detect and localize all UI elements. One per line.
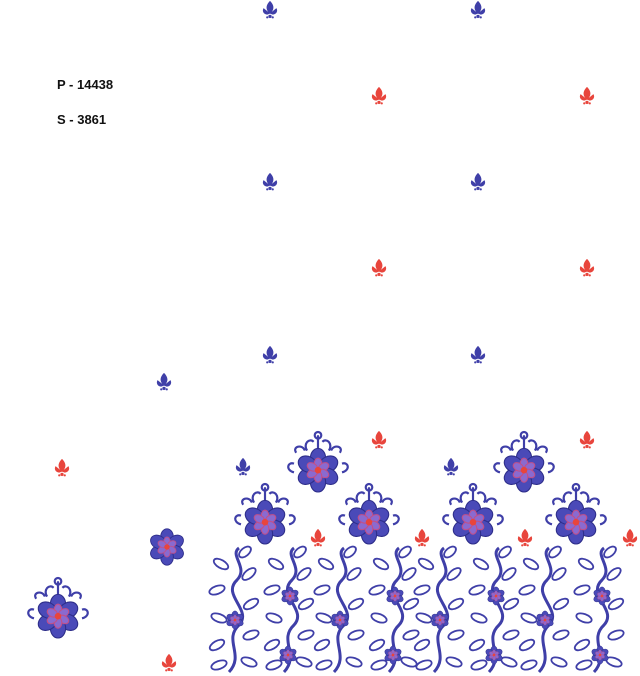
red-buta-icon xyxy=(310,528,326,547)
s-code-label: S - 3861 xyxy=(57,112,107,127)
crowned-flower-icon xyxy=(443,484,503,544)
flower-icon xyxy=(280,586,300,606)
flower-icon xyxy=(385,586,405,606)
blue-buta-icon xyxy=(156,372,172,391)
red-buta-icon xyxy=(371,430,387,449)
blue-buta-icon xyxy=(235,457,251,476)
flowering-vine-icon xyxy=(206,542,262,674)
blue-buta-icon xyxy=(470,172,486,191)
crowned-flower-icon xyxy=(28,578,88,638)
crowned-flower-icon xyxy=(288,432,348,492)
crowned-flower-icon xyxy=(546,484,606,544)
red-buta-icon xyxy=(54,458,70,477)
crowned-flower-icon xyxy=(494,432,554,492)
flowering-vine-icon xyxy=(311,542,367,674)
flower-icon xyxy=(484,645,504,665)
blue-buta-icon xyxy=(262,172,278,191)
red-buta-icon xyxy=(414,528,430,547)
red-buta-icon xyxy=(371,86,387,105)
flowering-vine-icon xyxy=(411,542,467,674)
flower-icon xyxy=(147,528,187,566)
red-buta-icon xyxy=(579,258,595,277)
flower-icon xyxy=(592,586,612,606)
blue-buta-icon xyxy=(443,457,459,476)
blue-buta-icon xyxy=(262,345,278,364)
p-code-label: P - 14438 xyxy=(57,77,114,92)
blue-buta-icon xyxy=(470,0,486,19)
red-buta-icon xyxy=(371,258,387,277)
red-buta-icon xyxy=(622,528,638,547)
crowned-flower-icon xyxy=(339,484,399,544)
red-buta-icon xyxy=(161,653,177,672)
blue-buta-icon xyxy=(262,0,278,19)
crowned-flower-icon xyxy=(235,484,295,544)
flower-icon xyxy=(486,586,506,606)
blue-buta-icon xyxy=(470,345,486,364)
flowering-vine-icon xyxy=(516,542,572,674)
red-buta-icon xyxy=(579,430,595,449)
red-buta-icon xyxy=(517,528,533,547)
red-buta-icon xyxy=(579,86,595,105)
